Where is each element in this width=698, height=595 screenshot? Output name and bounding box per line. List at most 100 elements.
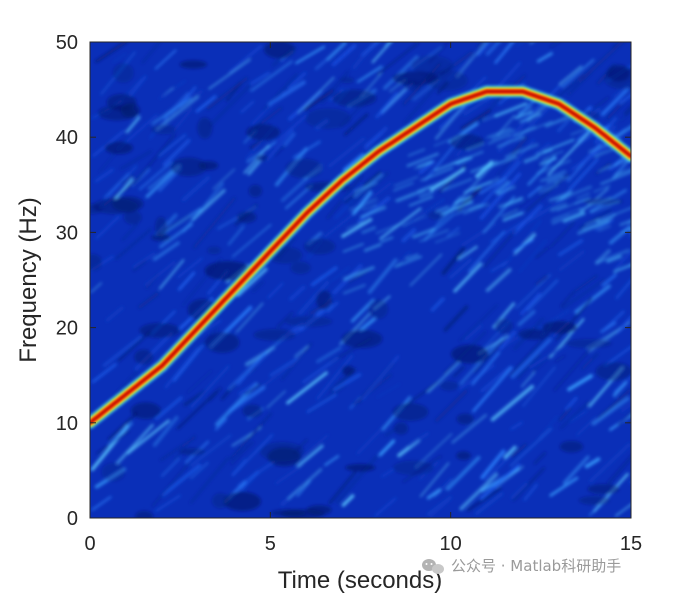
noise-streak <box>240 100 255 113</box>
noise-streak <box>121 223 138 241</box>
noise-streak <box>526 279 559 312</box>
noise-streak <box>612 381 628 398</box>
noise-streak <box>474 492 504 516</box>
noise-streak <box>461 222 497 247</box>
wechat-icon <box>422 559 444 574</box>
noise-streak <box>430 297 445 312</box>
noise-patch <box>170 157 207 177</box>
noise-patch <box>207 246 221 255</box>
noise-streak <box>228 44 263 74</box>
noise-streak <box>158 259 185 290</box>
noise-streak <box>402 381 440 408</box>
noise-streak <box>519 112 542 123</box>
noise-streak <box>479 172 522 220</box>
noise-streak <box>250 60 293 92</box>
noise-streak <box>485 42 502 56</box>
noise-streak <box>375 92 399 119</box>
noise-streak <box>582 216 614 231</box>
noise-patch <box>315 290 333 310</box>
noise-patch <box>340 76 354 84</box>
noise-streak <box>401 215 426 227</box>
noise-streak <box>141 42 162 64</box>
noise-streak <box>570 145 610 171</box>
y-tick-label: 40 <box>56 127 78 149</box>
noise-streak <box>177 271 196 291</box>
noise-patch <box>246 124 280 141</box>
noise-streak <box>509 337 545 377</box>
noise-streak <box>401 228 417 243</box>
noise-streak <box>182 182 224 233</box>
noise-streak <box>310 274 324 286</box>
noise-streak <box>195 95 217 113</box>
noise-streak <box>208 386 222 402</box>
x-axis: 0 5 10 15 <box>84 42 642 555</box>
noise-streak <box>615 278 631 300</box>
noise-streak <box>427 362 460 394</box>
noise-streak <box>161 463 202 497</box>
noise-streak <box>443 305 469 332</box>
noise-streak <box>287 72 307 90</box>
noise-patch <box>223 491 261 512</box>
noise-streak <box>544 116 569 128</box>
noise-streak <box>94 168 114 183</box>
noise-streak <box>614 168 631 176</box>
noise-streak <box>600 170 631 185</box>
noise-patch <box>123 210 142 225</box>
noise-streak <box>470 160 498 174</box>
noise-streak <box>396 251 411 266</box>
noise-patch <box>179 448 206 456</box>
noise-streak <box>151 97 193 126</box>
noise-streak <box>598 225 611 232</box>
noise-patch <box>130 402 162 420</box>
noise-patch <box>587 483 620 495</box>
noise-streak <box>281 342 313 381</box>
noise-streak <box>451 413 487 444</box>
noise-streak <box>494 102 528 118</box>
noise-patch <box>135 510 154 518</box>
noise-patch <box>255 154 269 162</box>
noise-streak <box>501 209 518 217</box>
ridge-core <box>90 90 631 424</box>
noise-streak <box>259 364 291 390</box>
noise-streak <box>192 197 236 249</box>
noise-streak <box>330 266 350 282</box>
noise-streak <box>320 70 350 105</box>
noise-streak <box>611 155 631 179</box>
noise-streak <box>266 390 286 409</box>
noise-streak <box>275 464 303 485</box>
noise-streak <box>375 222 402 235</box>
noise-streak <box>606 255 622 263</box>
noise-streak <box>342 184 364 202</box>
noise-patch <box>341 329 383 349</box>
noise-streak <box>384 42 391 48</box>
noise-streak <box>517 310 536 327</box>
noise-streak <box>555 74 585 100</box>
noise-streak <box>429 213 455 236</box>
noise-streak <box>407 432 430 448</box>
noise-streak <box>235 302 264 333</box>
noise-streak <box>580 352 599 371</box>
y-tick-label: 20 <box>56 318 78 340</box>
noise-streak <box>343 266 375 281</box>
noise-streak <box>289 285 306 301</box>
noise-streak <box>236 441 255 455</box>
noise-streak <box>617 412 631 426</box>
noise-streak <box>181 176 210 202</box>
noise-streak <box>596 213 616 223</box>
noise-streak <box>294 345 309 358</box>
noise-streak <box>306 393 337 413</box>
noise-streak <box>357 196 391 223</box>
noise-streak <box>352 42 378 70</box>
noise-streak <box>536 159 571 175</box>
noise-streak <box>376 383 401 399</box>
noise-streak <box>498 330 517 351</box>
noise-streak <box>160 457 181 477</box>
noise-streak <box>138 161 173 191</box>
noise-patch <box>101 462 126 482</box>
noise-patch <box>303 238 336 255</box>
noise-patch <box>595 362 631 381</box>
noise-streak <box>189 461 209 480</box>
noise-streak <box>227 351 268 391</box>
noise-streak <box>152 241 180 261</box>
